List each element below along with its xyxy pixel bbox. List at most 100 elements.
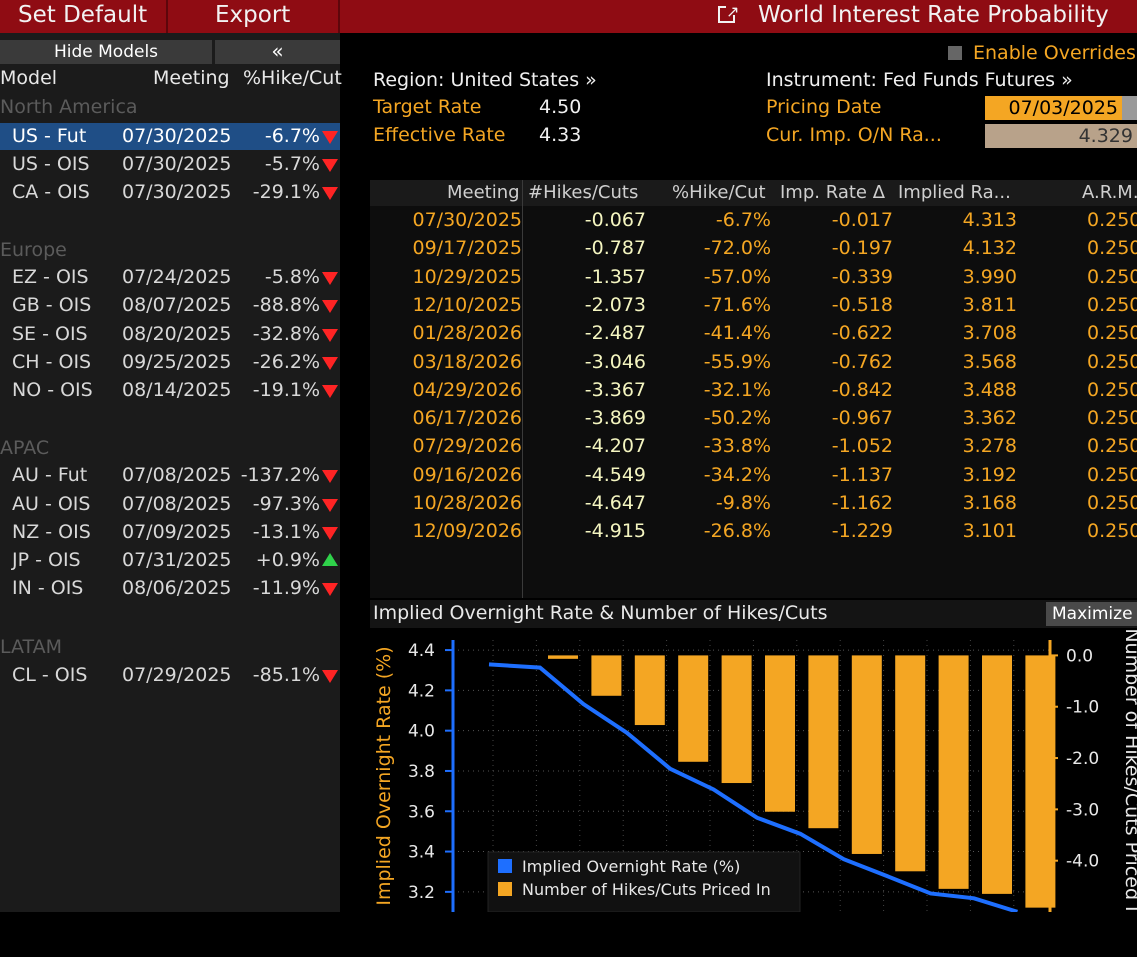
col-imp-delta[interactable]: Imp. Rate Δ (780, 180, 886, 206)
meeting-date: 10/29/2025 (412, 265, 522, 288)
table-row[interactable]: 01/28/2026 -2.487 -41.4% -0.622 3.708 0.250 (370, 319, 1137, 347)
legend-swatch-hikes (498, 882, 512, 896)
hikes-cuts-bar (895, 655, 926, 872)
down-arrow-icon (322, 583, 338, 596)
toolbar-divider (338, 0, 340, 33)
table-row[interactable]: 12/09/2026 -4.915 -26.8% -1.229 3.101 0.250 (370, 517, 1137, 545)
implied-rate: 3.168 (962, 492, 1017, 514)
model-row[interactable]: EZ - OIS 07/24/2025 -5.8% (0, 264, 340, 291)
model-date: 07/31/2025 (122, 549, 232, 571)
model-value: -85.1% (252, 664, 320, 686)
right-tick-label: -3.0 (1066, 800, 1099, 820)
model-date: 08/20/2025 (122, 323, 232, 345)
instrument-selector[interactable]: Instrument: Fed Funds Futures » (766, 69, 1073, 91)
model-row[interactable]: SE - OIS 08/20/2025 -32.8% (0, 321, 340, 348)
enable-overrides-label[interactable]: Enable Overrides (973, 42, 1136, 64)
model-row[interactable]: CL - OIS 07/29/2025 -85.1% (0, 662, 340, 689)
hide-models-button[interactable]: Hide Models (0, 40, 212, 64)
cur-imp-field[interactable]: 4.329 (985, 124, 1137, 148)
model-date: 07/30/2025 (122, 181, 232, 203)
model-name: GB - OIS (12, 294, 92, 316)
model-row[interactable]: NO - OIS 08/14/2025 -19.1% (0, 377, 340, 404)
table-row[interactable]: 07/30/2025 -0.067 -6.7% -0.017 4.313 0.250 (370, 206, 1137, 234)
collapse-icon[interactable]: « (215, 40, 340, 64)
down-arrow-icon (322, 670, 338, 683)
calendar-icon[interactable] (1122, 96, 1137, 120)
model-row[interactable]: GB - OIS 08/07/2025 -88.8% (0, 292, 340, 319)
col-hikes[interactable]: #Hikes/Cuts (528, 180, 639, 206)
down-arrow-icon (322, 385, 338, 398)
model-row[interactable]: JP - OIS 07/31/2025 +0.9% (0, 547, 340, 574)
hike-cut-pct: -32.1% (703, 378, 771, 401)
implied-rate: 3.811 (962, 293, 1017, 316)
model-row[interactable]: IN - OIS 08/06/2025 -11.9% (0, 575, 340, 602)
model-name: SE - OIS (12, 323, 88, 345)
arm-value: 0.250 (1087, 463, 1137, 486)
maximize-button[interactable]: Maximize (1046, 602, 1137, 626)
table-row[interactable]: 04/29/2026 -3.367 -32.1% -0.842 3.488 0.250 (370, 376, 1137, 404)
col-pct[interactable]: %Hike/Cut (672, 180, 766, 206)
hikes-cuts: -3.869 (584, 407, 646, 430)
col-meeting[interactable]: Meeting (447, 180, 520, 206)
model-row[interactable]: AU - OIS 07/08/2025 -97.3% (0, 491, 340, 518)
set-default-button[interactable]: Set Default (0, 0, 166, 33)
model-date: 08/06/2025 (122, 577, 232, 599)
export-button[interactable]: Export (168, 0, 338, 33)
meeting-header[interactable]: Meeting (153, 67, 230, 89)
table-row[interactable]: 12/10/2025 -2.073 -71.6% -0.518 3.811 0.250 (370, 291, 1137, 319)
left-tick-label: 3.6 (408, 802, 435, 822)
down-arrow-icon (322, 272, 338, 285)
models-panel (0, 33, 340, 913)
model-row[interactable]: AU - Fut 07/08/2025 -137.2% (0, 462, 340, 489)
model-value: +0.9% (255, 549, 320, 571)
model-value: -137.2% (240, 464, 320, 486)
model-row[interactable]: CH - OIS 09/25/2025 -26.2% (0, 349, 340, 376)
model-row[interactable]: NZ - OIS 07/09/2025 -13.1% (0, 519, 340, 546)
region-selector[interactable]: Region: United States » (373, 69, 597, 91)
implied-rate: 4.132 (962, 237, 1017, 260)
overrides-checkbox[interactable] (948, 46, 962, 60)
model-name: EZ - OIS (12, 266, 89, 288)
table-row[interactable]: 07/29/2026 -4.207 -33.8% -1.052 3.278 0.250 (370, 432, 1137, 460)
hikes-cuts-bar (808, 655, 839, 829)
implied-rate: 3.488 (962, 378, 1017, 401)
model-row[interactable]: CA - OIS 07/30/2025 -29.1% (0, 179, 340, 206)
meetings-table (370, 180, 1137, 598)
external-link-icon[interactable] (718, 6, 735, 23)
hike-cut-pct: -50.2% (703, 407, 771, 430)
arm-value: 0.250 (1087, 378, 1137, 401)
model-header[interactable]: Model (0, 67, 58, 89)
table-row[interactable]: 10/29/2025 -1.357 -57.0% -0.339 3.990 0.250 (370, 263, 1137, 291)
table-row[interactable]: 03/18/2026 -3.046 -55.9% -0.762 3.568 0.250 (370, 348, 1137, 376)
model-name: AU - OIS (12, 493, 91, 515)
table-row[interactable]: 10/28/2026 -4.647 -9.8% -1.162 3.168 0.250 (370, 489, 1137, 517)
hike-cut-pct: -72.0% (703, 237, 771, 260)
arm-value: 0.250 (1087, 492, 1137, 514)
left-axis-label: Implied Overnight Rate (%) (373, 646, 395, 905)
model-date: 07/30/2025 (122, 125, 232, 147)
pct-header[interactable]: %Hike/Cut (243, 67, 342, 89)
window-title: World Interest Rate Probability (758, 2, 1109, 28)
hikes-cuts: -4.549 (584, 463, 646, 486)
implied-rate: 3.278 (962, 435, 1017, 458)
hikes-cuts-bar (678, 655, 709, 762)
model-row[interactable]: US - Fut 07/30/2025 -6.7% (0, 123, 340, 150)
implied-rate: 3.101 (962, 520, 1017, 543)
hikes-cuts-bar (591, 655, 622, 696)
col-implied-rate[interactable]: Implied Ra... (898, 180, 1011, 206)
target-rate-label: Target Rate (373, 96, 482, 118)
imp-rate-delta: -0.967 (831, 407, 893, 430)
col-arm[interactable]: A.R.M. (1082, 180, 1137, 206)
imp-rate-delta: -1.229 (831, 520, 893, 543)
table-row[interactable]: 09/16/2026 -4.549 -34.2% -1.137 3.192 0.250 (370, 461, 1137, 489)
model-name: NZ - OIS (12, 521, 91, 543)
implied-rate: 3.990 (962, 265, 1017, 288)
model-row[interactable]: US - OIS 07/30/2025 -5.7% (0, 151, 340, 178)
implied-rate: 3.192 (962, 463, 1017, 486)
table-row[interactable]: 06/17/2026 -3.869 -50.2% -0.967 3.362 0.250 (370, 404, 1137, 432)
hikes-cuts: -4.915 (584, 520, 646, 543)
toolbar-divider (166, 0, 168, 33)
pricing-date-field[interactable]: 07/03/2025 (985, 96, 1122, 120)
table-row[interactable]: 09/17/2025 -0.787 -72.0% -0.197 4.132 0.250 (370, 234, 1137, 262)
hike-cut-pct: -33.8% (703, 435, 771, 458)
